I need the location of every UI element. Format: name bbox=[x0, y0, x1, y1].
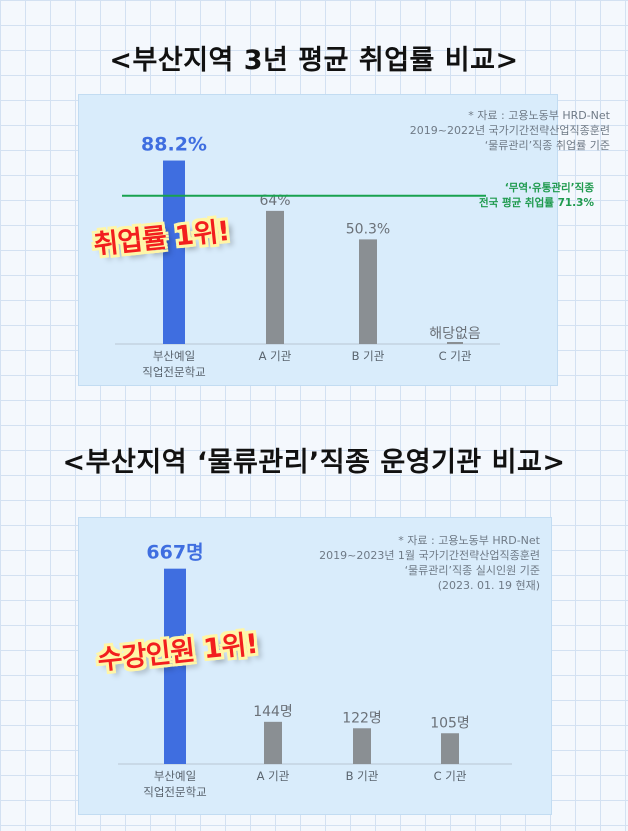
bar bbox=[353, 728, 371, 764]
average-line-label: ‘무역·유통관리’직종 전국 평균 취업률 71.3% bbox=[479, 181, 594, 211]
bar-value-label: 64% bbox=[259, 193, 290, 209]
bar bbox=[163, 160, 185, 344]
bar-value-label: 88.2% bbox=[141, 134, 207, 156]
bar-value-label: 해당없음 bbox=[429, 326, 481, 342]
bar bbox=[264, 721, 282, 764]
category-tick-label: B 기관 bbox=[352, 349, 385, 363]
category-tick-label: 직업전문학교 bbox=[142, 365, 205, 379]
bar-value-label: 105명 bbox=[430, 715, 470, 731]
source-note-line: 2019~2023년 1월 국가기간전략산업직종훈련 bbox=[319, 549, 540, 562]
trainee-source-note: * 자료 : 고용노동부 HRD-Net 2019~2023년 1월 국가기간전… bbox=[319, 533, 540, 593]
bar bbox=[441, 733, 459, 764]
category-tick-label: C 기관 bbox=[434, 769, 467, 783]
bar-value-label: 667명 bbox=[146, 542, 203, 564]
source-note-line: ‘물류관리’직종 취업률 기준 bbox=[484, 139, 610, 152]
average-label-line: 전국 평균 취업률 71.3% bbox=[478, 197, 594, 209]
trainee-chart-title: <부산지역 ‘물류관리’직종 운영기관 비교> bbox=[62, 447, 566, 478]
employment-chart-title: <부산지역 3년 평균 취업률 비교> bbox=[109, 45, 519, 76]
category-tick-label: 부산예일 bbox=[154, 769, 196, 783]
employment-source-note: * 자료 : 고용노동부 HRD-Net 2019~2022년 국가기간전략산업… bbox=[410, 108, 610, 153]
bar-value-label: 122명 bbox=[342, 710, 382, 726]
trainee-chart-panel bbox=[78, 517, 552, 815]
bar-value-label: 50.3% bbox=[346, 221, 390, 237]
source-note-line: * 자료 : 고용노동부 HRD-Net bbox=[468, 109, 610, 122]
bar bbox=[359, 239, 377, 344]
zero-bar-stub bbox=[447, 342, 463, 344]
category-tick-label: C 기관 bbox=[439, 349, 472, 363]
category-tick-label: B 기관 bbox=[346, 769, 379, 783]
source-note-line: * 자료 : 고용노동부 HRD-Net bbox=[398, 534, 540, 547]
source-note-line: (2023. 01. 19 현재) bbox=[437, 579, 540, 592]
source-note-line: ‘물류관리’직종 실시인원 기준 bbox=[404, 564, 540, 577]
bar bbox=[164, 568, 186, 764]
category-tick-label: 부산예일 bbox=[153, 349, 195, 363]
average-label-line: ‘무역·유통관리’직종 bbox=[504, 182, 594, 194]
category-tick-label: A 기관 bbox=[259, 349, 292, 363]
bar-value-label: 144명 bbox=[253, 704, 293, 720]
bar bbox=[266, 210, 284, 344]
category-tick-label: A 기관 bbox=[257, 769, 290, 783]
source-note-line: 2019~2022년 국가기간전략산업직종훈련 bbox=[409, 124, 610, 137]
employment-chart-panel bbox=[78, 94, 558, 386]
category-tick-label: 직업전문학교 bbox=[143, 785, 206, 799]
